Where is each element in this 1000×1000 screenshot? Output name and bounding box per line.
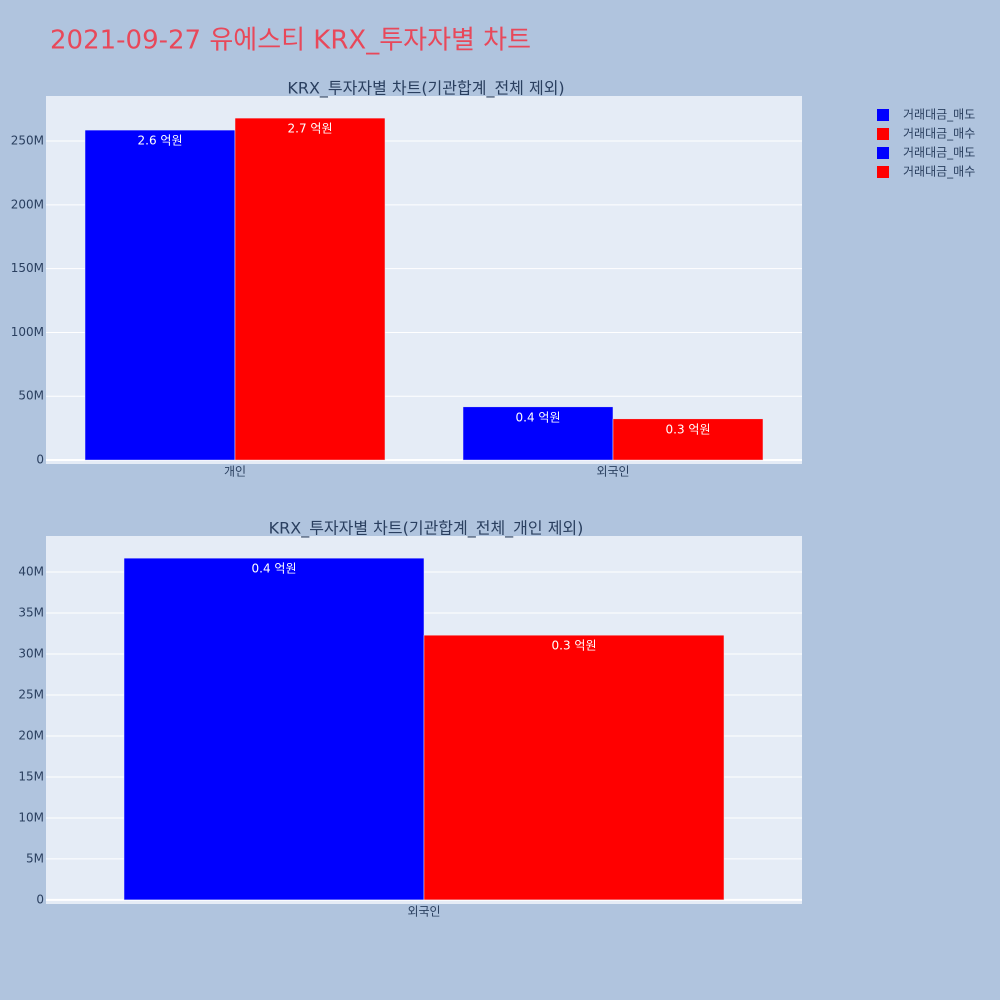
chart-title: KRX_투자자별 차트(기관합계_전체_개인 제외) xyxy=(269,519,584,539)
y-tick-label: 25M xyxy=(18,688,44,702)
value-label: 0.3 억원 xyxy=(666,422,711,436)
y-tick-label: 100M xyxy=(11,325,44,339)
legend-swatch[interactable] xyxy=(877,166,889,178)
bar xyxy=(423,634,725,901)
legend-label[interactable]: 거래대금_매수 xyxy=(903,127,975,141)
y-tick-label: 15M xyxy=(18,769,44,783)
legend-swatch[interactable] xyxy=(877,147,889,159)
bar xyxy=(462,406,614,461)
y-tick-label: 50M xyxy=(18,389,44,403)
legend-label[interactable]: 거래대금_매도 xyxy=(903,108,975,122)
y-tick-label: 150M xyxy=(11,261,44,275)
y-tick-label: 20M xyxy=(18,728,44,742)
y-tick-label: 200M xyxy=(11,197,44,211)
value-label: 0.3 억원 xyxy=(552,639,597,653)
bar xyxy=(123,557,425,901)
x-tick-label: 외국인 xyxy=(407,905,440,919)
legend-label[interactable]: 거래대금_매도 xyxy=(903,146,975,160)
bar xyxy=(234,117,386,461)
y-tick-label: 30M xyxy=(18,647,44,661)
legend-swatch[interactable] xyxy=(877,128,889,140)
y-tick-label: 5M xyxy=(26,851,44,865)
value-label: 2.6 억원 xyxy=(138,134,183,148)
page-title: 2021-09-27 유에스티 KRX_투자자별 차트 xyxy=(50,26,531,56)
x-tick-label: 외국인 xyxy=(596,465,629,479)
y-tick-label: 0 xyxy=(36,453,44,467)
value-label: 2.7 억원 xyxy=(288,122,333,136)
chart-title: KRX_투자자별 차트(기관합계_전체 제외) xyxy=(287,79,564,99)
legend-swatch[interactable] xyxy=(877,109,889,121)
value-label: 0.4 억원 xyxy=(252,562,297,576)
x-tick-label: 개인 xyxy=(224,465,246,479)
y-tick-label: 10M xyxy=(18,810,44,824)
bar xyxy=(84,129,236,461)
y-tick-label: 0 xyxy=(36,892,44,906)
legend-label[interactable]: 거래대금_매수 xyxy=(903,165,975,179)
value-label: 0.4 억원 xyxy=(516,410,561,424)
y-tick-label: 35M xyxy=(18,606,44,620)
y-tick-label: 250M xyxy=(11,134,44,148)
y-tick-label: 40M xyxy=(18,565,44,579)
bar xyxy=(612,418,764,461)
